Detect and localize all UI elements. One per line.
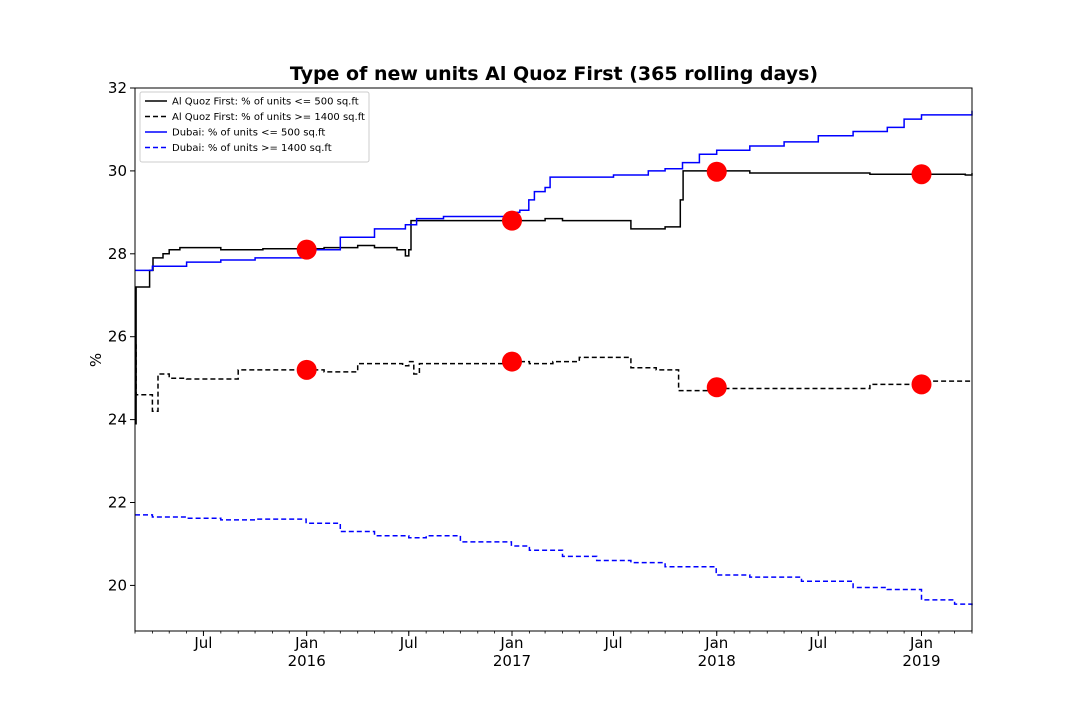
marker-point-6 <box>502 352 522 372</box>
series-line-4 <box>135 515 972 608</box>
series-line-2 <box>135 345 972 411</box>
x-tick-year-label: 2017 <box>493 652 531 670</box>
y-tick-label: 22 <box>108 494 127 512</box>
marker-point-2 <box>502 211 522 231</box>
y-tick-label: 26 <box>108 328 127 346</box>
y-axis-label: % <box>87 353 105 367</box>
x-tick-label: Jul <box>808 634 827 652</box>
y-tick-label: 28 <box>108 245 127 263</box>
legend-label: Al Quoz First: % of units >= 1400 sq.ft <box>172 112 365 123</box>
y-tick-label: 32 <box>108 79 127 97</box>
x-tick-label: Jan <box>909 634 933 652</box>
chart-title: Type of new units Al Quoz First (365 rol… <box>290 63 818 85</box>
marker-point-4 <box>912 164 932 184</box>
y-axis: 20 22 24 26 28 30 32 <box>108 79 135 594</box>
x-tick-year-label: 2016 <box>288 652 326 670</box>
x-tick-year-label: 2018 <box>698 652 736 670</box>
x-tick-label: Jan <box>704 634 728 652</box>
legend: Al Quoz First: % of units <= 500 sq.ft Al… <box>140 92 369 162</box>
marker-point-3 <box>707 162 727 182</box>
marker-point-1 <box>297 240 317 260</box>
y-tick-label: 24 <box>108 411 127 429</box>
series-line-1 <box>135 171 972 424</box>
x-tick-year-label: 2019 <box>902 652 940 670</box>
legend-label: Al Quoz First: % of units <= 500 sq.ft <box>172 97 359 108</box>
marker-point-5 <box>297 360 317 380</box>
y-tick-label: 20 <box>108 576 127 594</box>
marker-point-8 <box>912 374 932 394</box>
y-tick-label: 30 <box>108 162 127 180</box>
x-tick-label: Jan <box>499 634 523 652</box>
x-tick-label: Jul <box>603 634 622 652</box>
x-tick-label: Jul <box>399 634 418 652</box>
legend-label: Dubai: % of units <= 500 sq.ft <box>172 128 325 139</box>
marker-point-7 <box>707 377 727 397</box>
legend-label: Dubai: % of units >= 1400 sq.ft <box>172 143 332 154</box>
x-tick-label: Jul <box>193 634 212 652</box>
x-tick-label: Jan <box>294 634 318 652</box>
plot-area <box>135 88 972 631</box>
